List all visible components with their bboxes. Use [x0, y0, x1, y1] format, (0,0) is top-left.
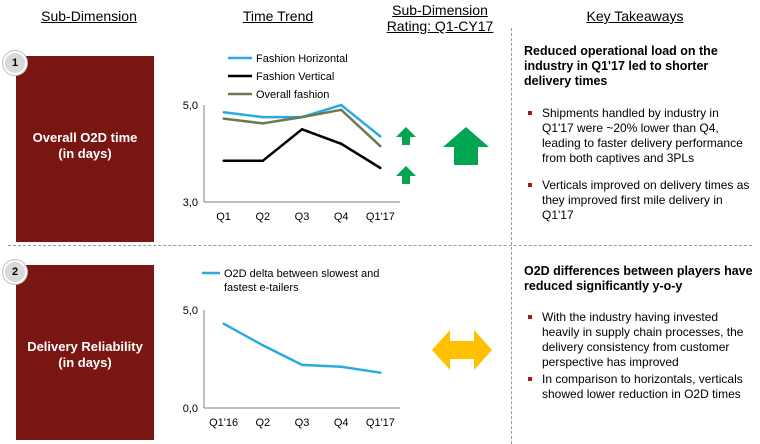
chart1-data-point	[261, 122, 264, 125]
legend-label-o2d-delta-line1: O2D delta between slowest and	[224, 268, 379, 280]
takeaway1-bullets: Shipments handled by industry in Q1'17 w…	[526, 106, 752, 232]
chart1-data-point	[261, 115, 264, 119]
bullet-marker	[528, 377, 532, 381]
legend-label-o2d-delta-line2: fastest e-tailers	[224, 282, 299, 294]
chart1-data-point	[222, 111, 225, 114]
takeaway2-bullets: With the industry having invested heavil…	[526, 310, 752, 411]
chart2-legend: O2D delta between slowest and fastest e-…	[202, 268, 379, 294]
takeaway2-bullet-text: With the industry having invested heavil…	[542, 310, 744, 369]
takeaway1-bullet-text: Verticals improved on delivery times as …	[542, 178, 750, 222]
chart2-xtick-label: Q2	[255, 417, 270, 429]
chart1-xtick-label: Q3	[295, 211, 310, 223]
row1-panel: Overall O2D time (in days)	[16, 56, 154, 242]
chart1-data-point	[379, 135, 382, 138]
chart1-series-line-1	[223, 127, 382, 170]
row2-number-badge: 2	[3, 260, 27, 284]
chart1-xtick-label: Q4	[334, 211, 349, 223]
legend-label-overall-fashion: Overall fashion	[256, 89, 329, 101]
chart2-ytick-top: 5,0	[183, 305, 198, 317]
chart1-legend: Fashion Horizontal Fashion Vertical Over…	[228, 53, 348, 101]
row2-label-line2: (in days)	[58, 355, 112, 370]
takeaway2-bullet-text: In comparison to horizontals, verticals …	[542, 372, 743, 401]
chart-delivery-reliability: O2D delta between slowest and fastest e-…	[183, 268, 400, 429]
chart1-data-point	[340, 103, 343, 107]
chart1-data-point	[261, 159, 264, 162]
row1-label-line2: (in days)	[58, 146, 112, 161]
chart1-xtick-label: Q2	[255, 211, 270, 223]
chart2-data-point	[340, 365, 343, 368]
legend-label-fashion-horizontal: Fashion Horizontal	[256, 53, 348, 65]
header-sub-dimension: Sub-Dimension	[41, 8, 137, 24]
chart1-ytick-top: 5,0	[183, 100, 198, 112]
rating-arrows-row1	[396, 127, 489, 184]
chart-o2d-time: Fashion Horizontal Fashion Vertical Over…	[183, 53, 400, 223]
chart2-xtick-label: Q4	[334, 417, 349, 429]
row2-label-line1: Delivery Reliability	[27, 339, 143, 354]
chart1-data-point	[300, 128, 304, 131]
rating-arrow-row2	[432, 330, 492, 370]
chart1-xtick-label: Q1'17	[366, 211, 395, 223]
bullet-marker	[528, 315, 532, 319]
header-rating-line1: Sub-Dimension	[392, 2, 488, 18]
row1-label-line1: Overall O2D time	[32, 130, 138, 145]
up-arrow-icon	[443, 127, 489, 165]
takeaway1-heading: Reduced operational load on the industry…	[524, 44, 718, 88]
chart1-data-point	[340, 108, 343, 112]
legend-label-fashion-vertical: Fashion Vertical	[256, 71, 334, 83]
takeaway1-bullet-text: Shipments handled by industry in Q1'17 w…	[542, 106, 743, 165]
row2-label: Delivery Reliability (in days)	[16, 339, 154, 371]
chart2-data-point	[261, 344, 264, 347]
chart1-ytick-bottom: 3,0	[183, 197, 198, 209]
chart1-data-point	[300, 115, 304, 119]
chart2-xtick-label: Q1'17	[366, 417, 395, 429]
chart2-xtick-label: Q1'16	[209, 417, 238, 429]
chart2-data-point	[300, 363, 304, 367]
chart2-data-point	[379, 371, 382, 374]
chart2-data-point	[222, 322, 225, 325]
takeaway2-heading: O2D differences between players have red…	[524, 264, 753, 293]
header-rating: Sub-Dimension Rating: Q1-CY17	[370, 2, 510, 34]
row1-label: Overall O2D time (in days)	[16, 130, 154, 162]
chart1-data-point	[379, 166, 382, 170]
up-arrow-icon	[396, 127, 416, 145]
horizontal-divider	[8, 245, 752, 246]
bullet-marker	[528, 183, 532, 187]
chart1-data-point	[340, 142, 343, 145]
header-time-trend: Time Trend	[242, 8, 314, 24]
vertical-divider	[511, 28, 512, 444]
up-arrow-icon	[396, 166, 416, 184]
header-rating-line2: Rating: Q1-CY17	[386, 18, 494, 34]
double-arrow-icon	[432, 330, 492, 370]
chart1-data-point	[222, 117, 225, 120]
takeaway2-bullet: With the industry having invested heavil…	[526, 310, 752, 370]
takeaway2-bullet: In comparison to horizontals, verticals …	[526, 372, 752, 402]
chart2-ytick-bottom: 0,0	[183, 403, 198, 415]
chart2-xtick-label: Q3	[295, 417, 310, 429]
chart1-data-point	[379, 145, 382, 148]
row1-number-badge: 1	[3, 51, 27, 75]
chart1-data-point	[222, 159, 225, 162]
takeaway1-bullet: Shipments handled by industry in Q1'17 w…	[526, 106, 752, 166]
chart1-xtick-label: Q1	[216, 211, 231, 223]
takeaway1-bullet: Verticals improved on delivery times as …	[526, 178, 752, 223]
row2-panel: Delivery Reliability (in days)	[16, 265, 154, 440]
bullet-marker	[528, 111, 532, 115]
header-key-takeaways: Key Takeaways	[586, 8, 684, 24]
